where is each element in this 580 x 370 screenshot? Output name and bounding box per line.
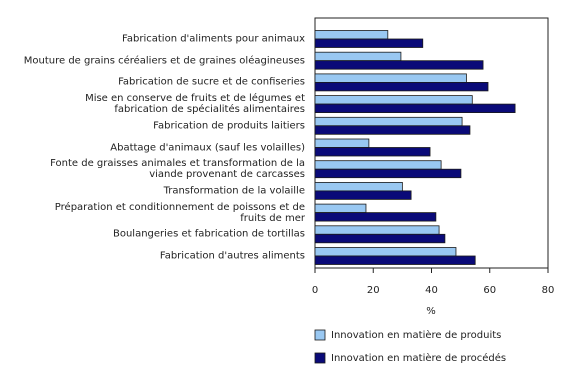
x-tick-label: 80 xyxy=(542,285,555,296)
bar xyxy=(314,181,403,192)
bar xyxy=(314,212,437,222)
bar xyxy=(314,51,402,62)
y-tick-label: Fabrication de sucre et de confiseries xyxy=(118,76,305,88)
legend-label: Innovation en matière de procédés xyxy=(331,352,506,364)
bar xyxy=(314,147,431,157)
y-tick-label: Fabrication de produits laitiers xyxy=(153,120,305,132)
legend-label: Innovation en matière de produits xyxy=(331,329,501,341)
bar xyxy=(314,255,476,265)
x-tick-label: 40 xyxy=(425,285,438,296)
legend-swatch xyxy=(314,329,326,341)
bar xyxy=(314,160,442,170)
bar xyxy=(314,30,389,40)
y-tick-label: Transformation de la volaille xyxy=(163,185,305,197)
y-tick-label: Mise en conserve de fruits et de légumes… xyxy=(85,93,305,116)
x-tick-label: 60 xyxy=(483,285,496,296)
y-tick-label: Fonte de graisses animales et transforma… xyxy=(50,158,305,181)
bar xyxy=(314,82,489,92)
bar xyxy=(314,125,471,135)
x-tick-label: 0 xyxy=(312,285,318,296)
bar xyxy=(314,233,446,244)
y-tick-label: Fabrication d'autres aliments xyxy=(159,250,305,262)
y-tick-label: Mouture de grains céréaliers et de grain… xyxy=(23,55,305,67)
y-tick-label: Abattage d'animaux (sauf les volailles) xyxy=(110,142,305,153)
bar xyxy=(314,225,440,235)
bar xyxy=(314,168,462,179)
bar xyxy=(314,116,463,127)
bar xyxy=(314,190,412,200)
bar xyxy=(314,247,457,257)
legend-swatch xyxy=(314,352,326,364)
y-tick-label: Fabrication d'aliments pour animaux xyxy=(122,33,305,45)
bar xyxy=(314,38,424,48)
bar xyxy=(314,73,467,83)
bar xyxy=(314,203,367,214)
y-tick-label: Préparation et conditionnement de poisso… xyxy=(54,201,305,224)
bar xyxy=(314,95,473,105)
bar xyxy=(314,103,516,113)
x-tick-label: 20 xyxy=(367,285,380,296)
y-tick-label: Boulangeries et fabrication de tortillas xyxy=(112,228,305,240)
bar xyxy=(314,60,484,70)
bar xyxy=(314,138,370,148)
x-axis-label: % xyxy=(426,306,436,317)
